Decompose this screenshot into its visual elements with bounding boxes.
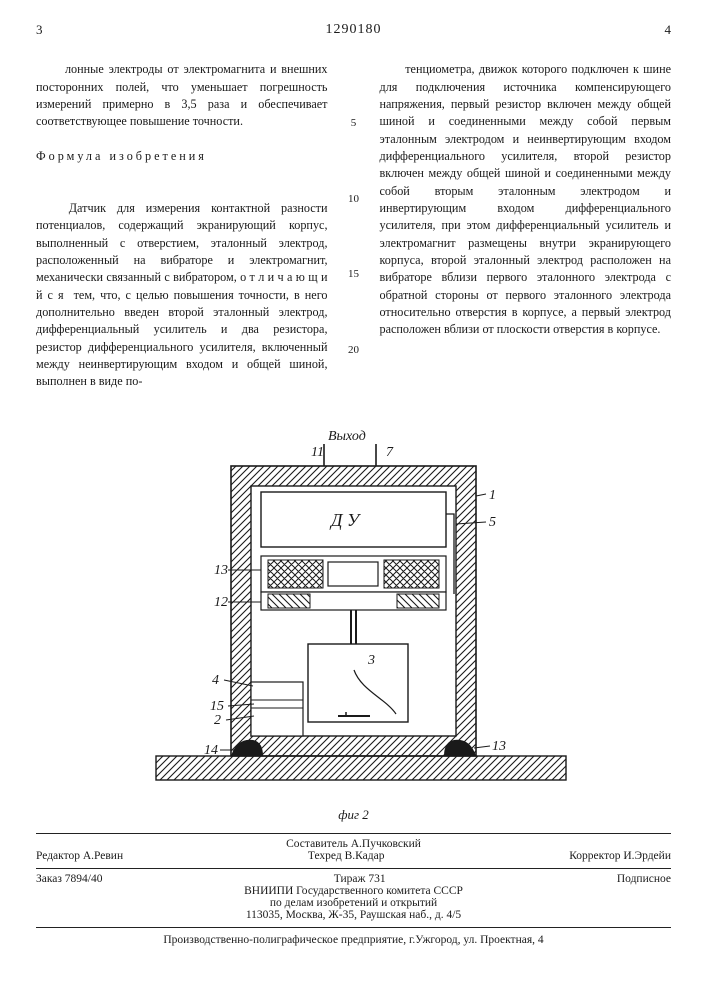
svg-text:13: 13 xyxy=(492,739,506,754)
claim-left: Датчик для измерения контактной разности… xyxy=(36,201,331,388)
column-left: лонные электроды от электромагнита и вне… xyxy=(36,44,328,408)
page-left: 3 xyxy=(36,22,43,38)
text-columns: лонные электроды от электромагнита и вне… xyxy=(36,44,671,408)
line-marker: 5 xyxy=(346,116,362,132)
output-label: Выход xyxy=(328,429,366,444)
line-number-gutter: 5 10 15 20 xyxy=(346,44,362,408)
formula-title: Формула изобретения xyxy=(36,149,207,163)
svg-text:5: 5 xyxy=(489,515,496,530)
svg-text:13: 13 xyxy=(214,563,228,578)
claim-right: тенциометра, движок которого подключен к… xyxy=(380,62,675,336)
org-line-1: ВНИИПИ Государственного комитета СССР xyxy=(36,885,671,897)
patent-number: 1290180 xyxy=(326,22,382,38)
svg-text:12: 12 xyxy=(214,595,228,610)
svg-text:3: 3 xyxy=(367,653,375,668)
svg-text:2: 2 xyxy=(214,713,221,728)
intro-paragraph: лонные электроды от электромагнита и вне… xyxy=(36,62,331,128)
svg-text:1: 1 xyxy=(489,488,496,503)
svg-text:11: 11 xyxy=(311,445,324,460)
figure-svg: Выход 11 7 Д У 1 5 13 xyxy=(36,414,671,804)
order-no: Заказ 7894/40 xyxy=(36,873,103,885)
editor: Редактор А.Ревин xyxy=(36,850,123,862)
figure-caption: фиг 2 xyxy=(36,807,671,823)
order-row: Заказ 7894/40 Тираж 731 Подписное xyxy=(36,873,671,885)
page-right: 4 xyxy=(665,22,672,38)
svg-text:Д У: Д У xyxy=(329,510,361,530)
press-line: Производственно-полиграфическое предприя… xyxy=(36,934,671,946)
svg-text:15: 15 xyxy=(210,699,224,714)
line-marker: 15 xyxy=(346,267,362,283)
svg-text:7: 7 xyxy=(386,445,394,460)
corrector: Корректор И.Эрдейи xyxy=(569,850,671,862)
figure-area: Выход 11 7 Д У 1 5 13 xyxy=(36,408,671,827)
line-marker: 10 xyxy=(346,192,362,208)
techred: Техред В.Кадар xyxy=(308,850,385,862)
divider xyxy=(36,927,671,928)
divider xyxy=(36,833,671,834)
line-marker: 20 xyxy=(346,343,362,359)
tirazh: Тираж 731 xyxy=(334,873,386,885)
header-row: 3 1290180 4 xyxy=(36,22,671,38)
column-right: тенциометра, движок которого подключен к… xyxy=(380,44,672,408)
address: 113035, Москва, Ж-35, Раушская наб., д. … xyxy=(36,909,671,921)
divider xyxy=(36,868,671,869)
footer: Составитель А.Пучковский Редактор А.Реви… xyxy=(36,833,671,946)
org-line-2: по делам изобретений и открытий xyxy=(36,897,671,909)
page: 3 1290180 4 лонные электроды от электром… xyxy=(0,0,707,966)
subscription: Подписное xyxy=(617,873,671,885)
compiler-line: Составитель А.Пучковский xyxy=(36,838,671,850)
editors-row: Редактор А.Ревин Техред В.Кадар Корректо… xyxy=(36,850,671,862)
svg-text:4: 4 xyxy=(212,673,219,688)
